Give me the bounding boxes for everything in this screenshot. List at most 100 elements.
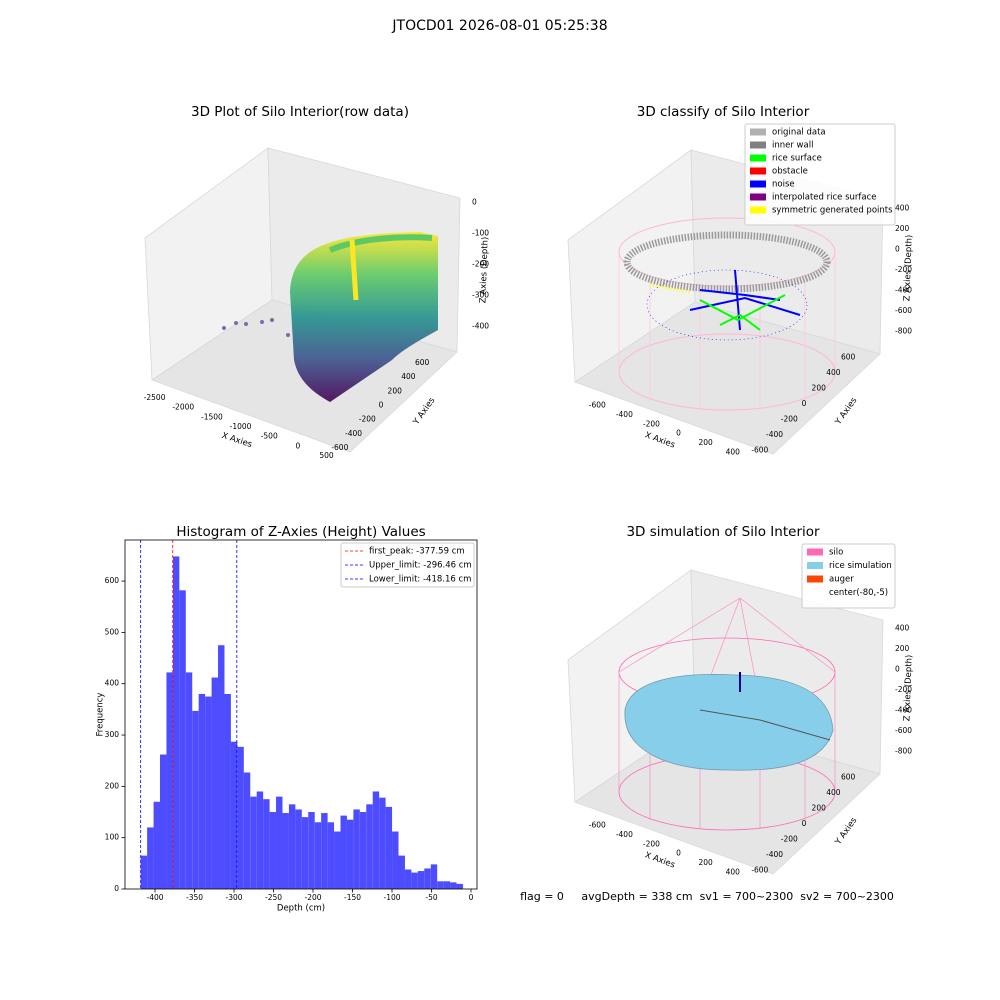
z-tick-label: -600 [895,306,912,315]
z-tick-label: -400 [895,706,912,715]
bar [430,864,438,889]
bar [185,672,193,889]
legend-label: symmetric generated points [772,206,893,216]
z-tick-label: -200 [472,259,489,268]
x-axis-label: X Axies [220,431,253,450]
z-tick-label: -200 [895,685,912,694]
bar [250,796,257,889]
bar [359,812,367,889]
x-tick-label: -2000 [172,403,194,412]
bar [263,799,270,889]
bar [211,677,219,889]
y-tick-label: 100 [105,833,120,842]
legend-label: first_peak: -377.59 cm [369,547,465,557]
x-tick-label: -400 [147,893,164,902]
z-tick-label: 400 [895,623,910,632]
bar [417,871,425,889]
bar [340,815,347,889]
y-tick-label: 300 [105,730,120,739]
x-tick-label: 200 [698,438,713,447]
legend-label: Upper_limit: -296.46 cm [369,561,472,571]
y-tick-label: -600 [751,866,768,875]
y-axis-label: Y Axies [411,395,438,427]
legend-label: noise [772,180,795,190]
y-tick-label: 500 [105,627,120,636]
x-tick-label: -300 [225,893,242,902]
bar [334,831,341,889]
legend-patch [750,167,766,175]
x-tick-label: 400 [726,867,741,876]
legend-label: inner wall [772,141,813,151]
bar [424,868,431,889]
bar [282,813,289,889]
z-tick-label: 200 [895,224,910,233]
bar [172,556,180,889]
bar [198,693,206,889]
y-tick-label: 0 [379,401,384,410]
x-axis-label: Depth (cm) [277,904,325,914]
y-tick-label: -200 [781,415,798,424]
bar [147,827,154,889]
x-tick-label: -500 [261,432,278,441]
y-axis-label: Y Axies [833,395,860,427]
x-tick-label: -200 [643,419,660,428]
bar [327,822,335,889]
x-tick-label: -400 [616,830,633,839]
legend-patch [750,180,766,188]
bar [288,804,296,889]
bar [256,791,264,889]
x-axis-label: X Axies [643,430,676,450]
bar [269,812,277,889]
legend-label: silo [829,548,843,558]
bar [160,754,167,889]
y-tick-label: 600 [415,358,430,367]
legend-patch [750,154,766,162]
y-tick-label: 200 [388,386,403,395]
legend-label: rice simulation [829,561,892,571]
z-axis-label: Z Axies (Depth) [478,237,490,304]
bar [392,831,399,889]
legend-patch [807,575,823,583]
y-tick-label: -400 [345,429,362,438]
bar [153,801,161,889]
bar [443,881,451,889]
legend-box [340,542,475,588]
legend-label: original data [772,128,826,138]
y-tick-label: 200 [812,803,827,812]
y-tick-label: 200 [105,781,120,790]
bar [437,881,444,889]
bar [456,883,463,889]
legend-patch [750,128,766,136]
z-tick-label: -800 [895,747,912,756]
x-tick-label: -200 [643,839,660,848]
bar [243,772,251,889]
chart-title: 3D Plot of Silo Interior(row data) [191,104,409,120]
z-tick-label: -800 [895,327,912,336]
y-tick-label: -600 [331,443,348,452]
y-tick-label: 400 [401,372,416,381]
bar [308,812,315,889]
legend-box [744,123,896,226]
bar [237,746,244,889]
legend-patch [750,193,766,201]
y-tick-label: 600 [105,576,120,585]
y-tick-label: 400 [105,679,120,688]
z-tick-label: 0 [895,664,900,673]
y-tick-label: 0 [802,819,807,828]
bar [366,804,373,889]
bar [314,822,322,889]
y-axis-label: Y Axies [833,815,860,847]
z-tick-label: 400 [895,203,910,212]
bar [230,741,238,889]
z-tick-label: -600 [895,726,912,735]
bar [353,809,360,889]
y-tick-label: -200 [781,835,798,844]
bar [321,813,328,889]
y-tick-label: 0 [802,399,807,408]
legend-patch [807,589,823,596]
x-tick-label: -250 [265,893,282,902]
x-tick-label: -50 [425,893,437,902]
y-tick-label: -200 [359,415,376,424]
y-tick-label: -600 [751,446,768,455]
